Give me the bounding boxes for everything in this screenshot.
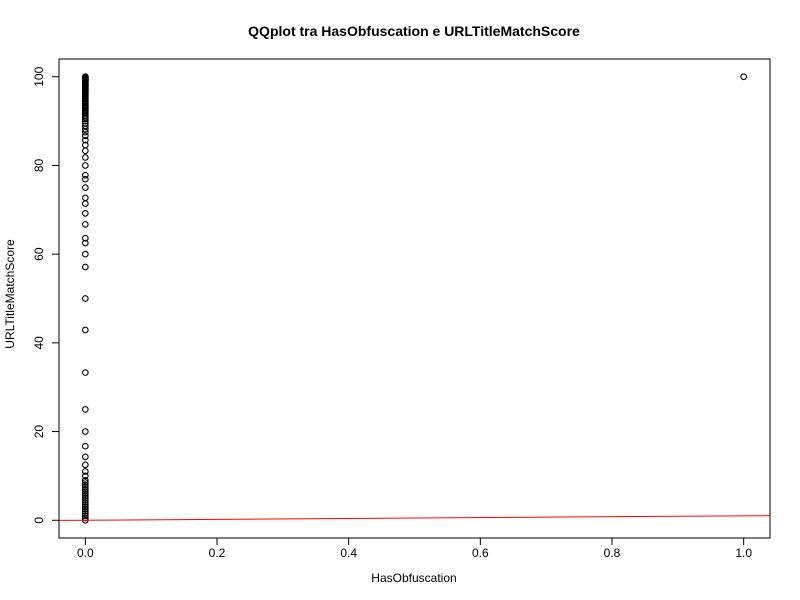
y-axis: 0 20 40 60 80 100 — [32, 66, 60, 524]
data-point — [81, 461, 89, 469]
data-points — [81, 73, 748, 524]
data-point — [81, 171, 89, 179]
data-point — [81, 200, 89, 207]
reference-line-layer — [58, 515, 771, 521]
data-point — [81, 209, 89, 217]
data-point — [81, 508, 89, 515]
data-point — [81, 468, 89, 475]
data-point — [81, 221, 89, 228]
x-tick-label: 1.0 — [735, 546, 752, 560]
data-point — [81, 406, 89, 413]
x-tick-label: 0.8 — [604, 546, 621, 560]
data-point — [81, 492, 89, 500]
data-point — [81, 479, 89, 486]
data-point — [81, 128, 89, 136]
data-point — [81, 147, 89, 155]
x-tick-label: 0.4 — [340, 546, 357, 560]
plot-frame — [58, 58, 771, 539]
data-point — [81, 476, 89, 484]
data-point — [81, 263, 89, 271]
data-point — [740, 73, 748, 81]
data-point — [81, 239, 89, 247]
data-point — [81, 141, 89, 149]
data-point — [81, 499, 89, 506]
x-axis: 0.0 0.2 0.4 0.6 0.8 1.0 — [77, 537, 752, 560]
data-point — [81, 194, 89, 202]
data-point — [81, 490, 89, 497]
y-tick-label: 20 — [32, 425, 46, 439]
data-point — [81, 496, 89, 504]
y-tick-label: 40 — [32, 336, 46, 350]
x-tick-label: 0.2 — [209, 546, 226, 560]
y-axis-label: URLTitleMatchScore — [3, 239, 17, 349]
data-point — [81, 481, 89, 489]
x-tick-label: 0.6 — [472, 546, 489, 560]
data-point — [81, 369, 89, 376]
data-point — [81, 514, 89, 522]
data-point — [81, 428, 89, 435]
data-point — [81, 503, 89, 511]
data-point — [81, 132, 89, 140]
data-point — [81, 175, 89, 183]
data-point — [81, 122, 89, 130]
data-point — [81, 154, 89, 161]
chart-title: QQplot tra HasObfuscation e URLTitleMatc… — [248, 23, 580, 39]
data-point — [81, 494, 89, 502]
data-point — [81, 326, 89, 334]
data-point — [81, 234, 89, 242]
reference-line — [58, 515, 771, 521]
data-point — [81, 472, 89, 480]
data-point — [81, 488, 89, 495]
data-point — [81, 512, 89, 520]
y-tick-label: 80 — [32, 158, 46, 172]
data-point — [81, 510, 89, 517]
data-point — [81, 136, 89, 144]
y-tick-label: 100 — [32, 66, 46, 86]
data-point — [81, 442, 89, 450]
data-point — [81, 73, 89, 81]
y-tick-label: 60 — [32, 247, 46, 261]
y-tick-label: 0 — [32, 517, 46, 524]
data-point — [81, 501, 89, 509]
data-point — [81, 295, 89, 302]
x-tick-label: 0.0 — [77, 546, 94, 560]
data-point — [81, 453, 89, 461]
data-point — [81, 184, 89, 191]
data-point — [81, 162, 89, 169]
data-point — [81, 119, 89, 127]
data-point — [81, 483, 89, 491]
x-axis-label: HasObfuscation — [371, 571, 456, 585]
data-point — [81, 505, 89, 513]
data-point — [81, 250, 89, 258]
data-point — [81, 485, 89, 493]
